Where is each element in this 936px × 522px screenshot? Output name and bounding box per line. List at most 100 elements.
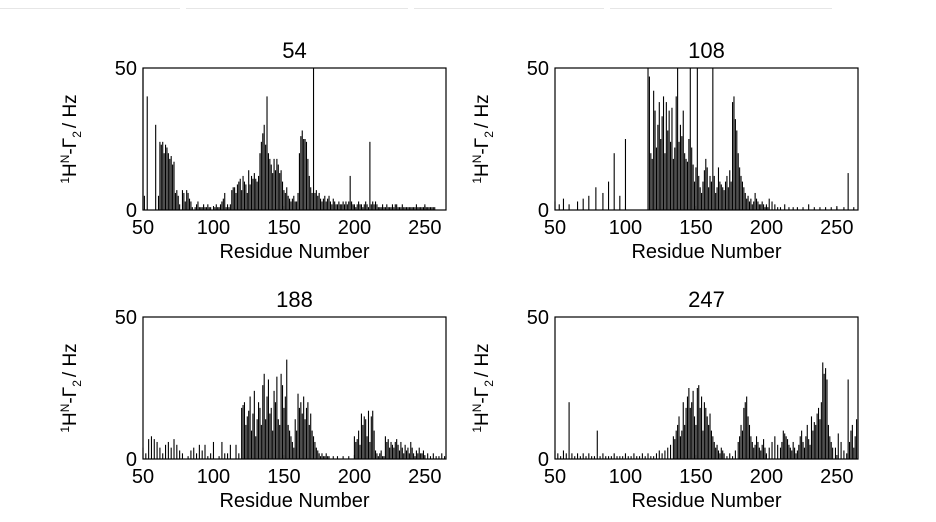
y-axis-label: 1HN-Γ2/ Hz	[470, 94, 496, 183]
bar	[403, 207, 405, 210]
bar	[249, 184, 251, 210]
x-tick-label: 50	[544, 217, 566, 239]
bar	[289, 430, 291, 459]
bar	[777, 207, 779, 210]
bar	[741, 430, 743, 459]
bar	[732, 456, 734, 459]
x-tick-label: 150	[267, 217, 300, 239]
bar	[691, 402, 693, 459]
bar	[809, 444, 811, 459]
bar	[308, 175, 310, 210]
bar	[332, 198, 334, 210]
bar	[651, 158, 653, 210]
bar	[734, 119, 736, 210]
bar	[796, 207, 798, 210]
bar	[799, 436, 801, 459]
bar	[338, 201, 340, 210]
bar	[743, 187, 745, 210]
bar	[668, 110, 670, 210]
bar	[647, 68, 649, 210]
bar	[664, 153, 666, 210]
bar	[733, 96, 735, 210]
bar	[318, 192, 320, 210]
bar	[816, 413, 818, 459]
bar	[291, 441, 293, 459]
bar	[720, 184, 722, 210]
bar	[341, 204, 343, 210]
bar	[568, 402, 570, 459]
bar	[410, 441, 412, 459]
bar	[655, 147, 658, 210]
bar	[159, 141, 161, 210]
bar	[374, 201, 377, 210]
bar	[296, 201, 298, 210]
bar	[252, 178, 254, 210]
bar	[768, 447, 770, 459]
bar	[267, 379, 269, 459]
bar	[748, 424, 751, 459]
bar	[404, 207, 406, 210]
bar	[701, 192, 703, 210]
bar	[709, 413, 711, 459]
bar	[856, 419, 858, 459]
bar	[438, 456, 440, 459]
bar	[208, 207, 210, 210]
bar	[184, 201, 186, 210]
bar	[691, 147, 693, 210]
bar	[229, 204, 231, 210]
bar	[262, 385, 264, 459]
bar	[159, 447, 161, 459]
bar	[679, 436, 681, 459]
bar	[335, 204, 337, 210]
bar	[599, 456, 601, 459]
bar	[758, 204, 760, 210]
x-tick-label: 100	[609, 217, 642, 239]
bar	[242, 175, 244, 210]
bar	[650, 456, 652, 459]
x-tick-label: 150	[679, 466, 712, 488]
bar	[374, 450, 377, 459]
bar	[774, 204, 776, 210]
bar	[252, 413, 254, 459]
bar	[422, 450, 424, 459]
bar	[379, 207, 381, 210]
bar	[407, 447, 409, 459]
bar	[782, 430, 784, 459]
bar	[203, 204, 205, 210]
bar	[764, 207, 766, 210]
bar	[339, 204, 341, 210]
bar	[277, 419, 279, 459]
bar	[703, 170, 705, 210]
bar	[235, 444, 237, 459]
bar	[577, 201, 579, 210]
bar	[363, 204, 365, 210]
bar	[639, 456, 641, 459]
bar	[279, 424, 281, 459]
bar	[224, 192, 226, 210]
bar	[684, 153, 686, 210]
bar	[377, 456, 379, 459]
bar	[740, 175, 742, 210]
bar	[619, 195, 621, 210]
bar	[788, 207, 790, 210]
bar	[846, 453, 848, 459]
bar	[803, 447, 805, 459]
bar	[806, 424, 808, 459]
bar	[311, 430, 313, 459]
bar	[274, 170, 277, 210]
bar	[218, 207, 220, 210]
bar	[246, 416, 248, 459]
bar	[173, 161, 175, 210]
bar	[681, 136, 683, 210]
bar	[755, 198, 758, 210]
bar	[761, 444, 763, 459]
x-tick-label: 200	[750, 217, 783, 239]
bar	[760, 204, 762, 210]
bar	[260, 424, 262, 459]
bar	[369, 141, 371, 210]
bar	[305, 407, 308, 459]
bar	[750, 436, 752, 459]
bar	[382, 456, 384, 459]
bar	[421, 207, 423, 210]
bar	[355, 441, 357, 459]
